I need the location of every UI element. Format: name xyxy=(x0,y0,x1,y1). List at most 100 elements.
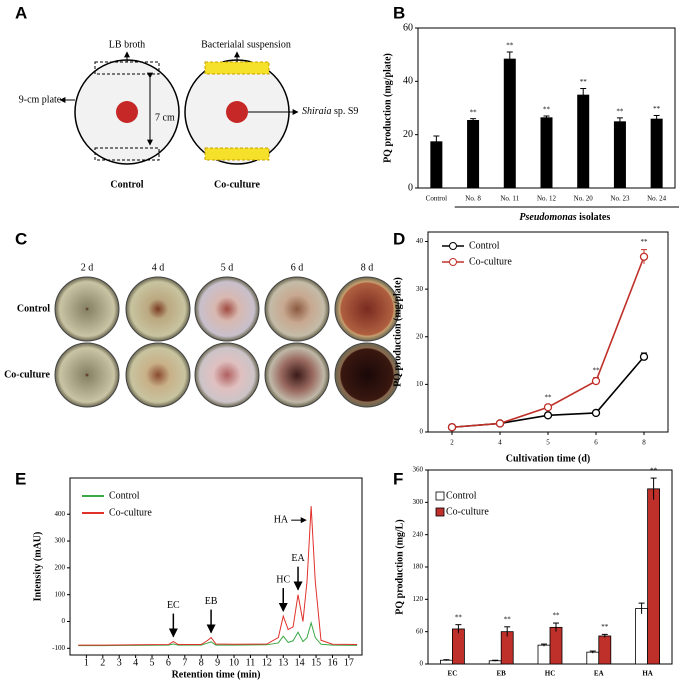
significance: ** xyxy=(553,612,561,620)
panel-label: C xyxy=(15,229,27,248)
x-tick-label: 5 xyxy=(546,439,550,447)
y-axis-label: Intensity (mAU) xyxy=(32,532,43,602)
significance: ** xyxy=(650,467,658,475)
y-tick-label: 120 xyxy=(413,595,424,603)
significance: ** xyxy=(601,623,609,631)
legend-label: Co-culture xyxy=(109,507,152,518)
x-tick-label: 15 xyxy=(311,657,321,668)
label: 7 cm xyxy=(155,112,175,123)
y-tick-label: 0 xyxy=(62,617,66,625)
legend-label: Control xyxy=(469,240,500,251)
petri-dish xyxy=(194,342,260,408)
x-tick-label: No. 23 xyxy=(610,195,630,203)
x-tick-label: No. 24 xyxy=(647,195,667,203)
legend-swatch xyxy=(435,507,445,517)
point xyxy=(543,403,553,412)
x-tick-label: 4 xyxy=(498,439,502,447)
broth-strip xyxy=(94,147,160,161)
suspension-strip xyxy=(204,61,270,75)
y-tick-label: 100 xyxy=(55,590,66,598)
y-axis-label: PQ production (mg/L) xyxy=(394,519,405,614)
bar xyxy=(613,121,626,188)
x-tick-label: Control xyxy=(426,195,447,203)
bar xyxy=(467,120,480,188)
legend-label: Co-culture xyxy=(446,506,489,517)
y-tick-label: 300 xyxy=(55,537,66,545)
label: sp. S9 xyxy=(334,106,358,117)
legend-marker xyxy=(449,242,457,250)
x-axis-label: Cultivation time (d) xyxy=(506,453,590,464)
bar xyxy=(430,141,443,188)
x-tick-label: 5 xyxy=(150,657,155,668)
x-tick-label: HA xyxy=(642,670,653,678)
petri-dish xyxy=(194,276,260,342)
suspension-strip xyxy=(204,147,270,161)
group-label: isolates xyxy=(579,212,610,223)
panel-label: D xyxy=(393,229,405,248)
x-tick-label: No. 11 xyxy=(500,195,519,203)
y-tick-label: 200 xyxy=(55,563,66,571)
point xyxy=(639,252,649,261)
significance: ** xyxy=(470,108,478,116)
label: Bacterialal suspension xyxy=(201,39,291,50)
point xyxy=(543,411,553,420)
y-tick-label: 20 xyxy=(403,129,413,140)
x-tick-label: 17 xyxy=(344,657,354,668)
diagram: LB broth Bacterialal suspension 9-cm pla… xyxy=(19,39,359,190)
group-label: Pseudomonas isolates xyxy=(519,212,610,223)
trace xyxy=(78,620,358,647)
significance: ** xyxy=(653,105,661,113)
significance: ** xyxy=(545,393,553,401)
column-label: 8 d xyxy=(361,262,374,273)
legend-label: Control xyxy=(109,490,140,501)
x-tick-label: 2 xyxy=(450,439,454,447)
y-tick-label: 30 xyxy=(416,285,424,293)
significance: ** xyxy=(580,78,588,86)
bar xyxy=(598,635,612,665)
y-tick-label: 180 xyxy=(413,563,424,571)
petri-dish xyxy=(125,276,191,342)
point xyxy=(591,376,601,386)
significance: ** xyxy=(641,238,649,246)
x-tick-label: No. 8 xyxy=(465,195,481,203)
x-tick-label: 13 xyxy=(278,657,288,668)
row-label: Control xyxy=(17,303,50,314)
x-tick-label: 2 xyxy=(100,657,105,668)
x-tick-label: 10 xyxy=(229,657,239,668)
y-tick-label: -100 xyxy=(52,644,65,652)
y-tick-label: 0 xyxy=(420,428,424,436)
x-tick-label: HC xyxy=(545,670,556,678)
point xyxy=(495,419,505,428)
y-tick-label: 40 xyxy=(416,237,424,245)
label: 9-cm plate xyxy=(19,94,62,105)
bar xyxy=(439,659,453,665)
y-tick-label: 300 xyxy=(413,498,424,506)
significance: ** xyxy=(504,615,512,623)
y-tick-label: 60 xyxy=(403,22,413,33)
x-tick-label: 12 xyxy=(262,657,272,668)
y-axis-label: PQ production (mg/plate) xyxy=(382,53,393,163)
petri-dish xyxy=(334,342,400,408)
bar xyxy=(650,118,663,188)
legend-label: Control xyxy=(446,490,477,501)
group-label: Pseudomonas xyxy=(519,212,576,223)
trace xyxy=(78,506,358,646)
peak-label: EA xyxy=(291,553,305,564)
series-line xyxy=(451,256,645,429)
label: LB broth xyxy=(109,39,145,50)
caption: Co-culture xyxy=(214,179,260,190)
legend-marker xyxy=(449,258,457,266)
y-tick-label: 10 xyxy=(416,380,424,388)
y-tick-label: 400 xyxy=(55,510,66,518)
point xyxy=(447,423,457,432)
peak-label: EB xyxy=(205,596,218,607)
x-tick-label: 6 xyxy=(594,439,598,447)
panel-label: B xyxy=(393,3,405,22)
peak-label: EC xyxy=(167,600,180,611)
caption: Control xyxy=(110,179,143,190)
y-tick-label: 40 xyxy=(403,76,413,87)
legend-swatch xyxy=(435,491,445,501)
petri-dish xyxy=(54,276,120,342)
x-tick-label: 8 xyxy=(199,657,204,668)
